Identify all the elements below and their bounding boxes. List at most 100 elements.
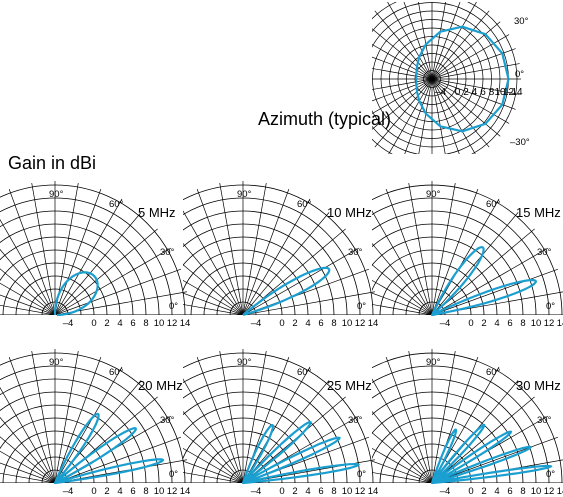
grid-ring [0, 210, 160, 315]
radial-tick-label: 0 [468, 318, 473, 329]
radial-tick-label: 6 [318, 486, 323, 497]
grid-spoke [431, 78, 460, 154]
radial-tick-label: 8 [143, 486, 148, 497]
angle-label: 30° [348, 247, 363, 258]
radial-tick-label: –4 [251, 486, 262, 497]
grid-spoke [372, 28, 433, 80]
grid-spoke [54, 212, 142, 315]
grid-spoke [242, 212, 330, 315]
angle-label: 30° [514, 16, 529, 27]
radial-tick-label: –4 [63, 318, 74, 329]
grid-spoke [372, 264, 433, 315]
grid-spoke [0, 282, 56, 315]
radial-tick-label: 0 [91, 318, 96, 329]
radial-tick-label: 12 [355, 318, 366, 329]
polar-grid-25mhz [183, 349, 377, 483]
radial-tick-label: 4 [305, 486, 310, 497]
grid-spoke [431, 228, 535, 315]
grid-spoke [372, 472, 433, 483]
grid-spoke [431, 78, 446, 154]
grid-spoke [385, 356, 433, 483]
grid-spoke [431, 212, 519, 315]
angle-labels-20mhz: 90° 60° 30° 0° [49, 357, 178, 480]
radial-tick-label: 4 [117, 486, 122, 497]
radial-tick-label: 6 [507, 318, 512, 329]
grid-spoke [54, 356, 102, 483]
angle-label: 60° [297, 199, 312, 210]
radial-tick-label: 14 [180, 318, 191, 329]
grid-spoke [418, 78, 433, 154]
grid-spoke [242, 366, 311, 483]
radial-tick-label: 12 [544, 318, 555, 329]
grid-spoke [372, 460, 433, 483]
grid-spoke [183, 378, 244, 483]
angle-label: 0° [546, 301, 555, 312]
grid-spoke [431, 247, 549, 315]
grid-spoke [372, 279, 433, 315]
grid-spoke [0, 472, 56, 483]
angle-labels-30mhz: 90° 60° 30° 0° [426, 357, 555, 480]
grid-spoke [54, 188, 102, 315]
grid-spoke [431, 78, 476, 154]
grid-spoke [403, 2, 433, 80]
grid-spoke [0, 219, 56, 315]
grid-spoke [372, 410, 433, 483]
grid-spoke [404, 78, 433, 154]
chart-title-30mhz: 30 MHz [516, 378, 561, 393]
grid-spoke [219, 350, 244, 483]
grid-spoke [372, 447, 433, 483]
radial-tick-label: –4 [440, 318, 451, 329]
radial-tick-label: 12 [544, 486, 555, 497]
radial-tick-label: 10 [531, 486, 542, 497]
polar-grid-30mhz [372, 349, 563, 483]
angle-labels-azimuth: 30° 0° –30° [510, 16, 530, 148]
radial-tick-label: 10 [154, 486, 165, 497]
grid-spoke [183, 432, 244, 483]
radial-tick-label: 4 [494, 318, 499, 329]
pattern-curve-azimuth [415, 25, 510, 133]
radial-tick-label: 0 [91, 486, 96, 497]
angle-labels-15mhz: 90° 60° 30° 0° [426, 189, 555, 312]
grid-spoke [0, 387, 56, 483]
radial-tick-label: 12 [167, 486, 178, 497]
radial-tick-labels-10mhz: –4 0 2 4 6 8 10 12 14 [251, 318, 379, 329]
grid-spoke [183, 410, 244, 483]
grid-spoke [372, 242, 433, 315]
grid-spoke [54, 228, 158, 315]
grid-spoke [0, 248, 56, 315]
grid-spoke [372, 292, 433, 315]
polar-chart-5mhz: –4 0 2 4 6 8 10 12 14 90° 60° 30° 0° 5 MHz [0, 181, 190, 329]
radial-tick-label: 0 [455, 87, 461, 98]
grid-spoke [374, 78, 433, 148]
grid-spoke [54, 198, 123, 315]
chart-title-10mhz: 10 MHz [327, 205, 372, 220]
angle-label: 60° [109, 367, 124, 378]
radial-tick-label: 10 [531, 318, 542, 329]
grid-spoke [431, 198, 500, 315]
grid-spoke [418, 2, 433, 80]
grid-spoke [0, 450, 56, 483]
radial-tick-label: 14 [180, 486, 191, 497]
angle-labels-25mhz: 90° 60° 30° 0° [237, 357, 366, 480]
grid-spoke [242, 291, 376, 315]
grid-spoke [242, 198, 311, 315]
angle-label: 90° [426, 189, 441, 200]
radial-tick-label: 10 [342, 318, 353, 329]
radial-tick-label: 2 [463, 87, 469, 98]
grid-spoke [242, 350, 267, 483]
grid-spoke [431, 78, 501, 137]
grid-spoke [54, 350, 79, 483]
grid-spoke [8, 188, 56, 315]
radial-tick-label: 10 [342, 486, 353, 497]
grid-spoke [183, 210, 244, 315]
angle-label: 0° [546, 469, 555, 480]
radial-tick-label: –4 [435, 87, 447, 98]
grid-spoke [196, 188, 244, 315]
grid-spoke [408, 350, 433, 483]
polar-grid-5mhz [0, 181, 189, 315]
grid-spoke [388, 78, 433, 154]
